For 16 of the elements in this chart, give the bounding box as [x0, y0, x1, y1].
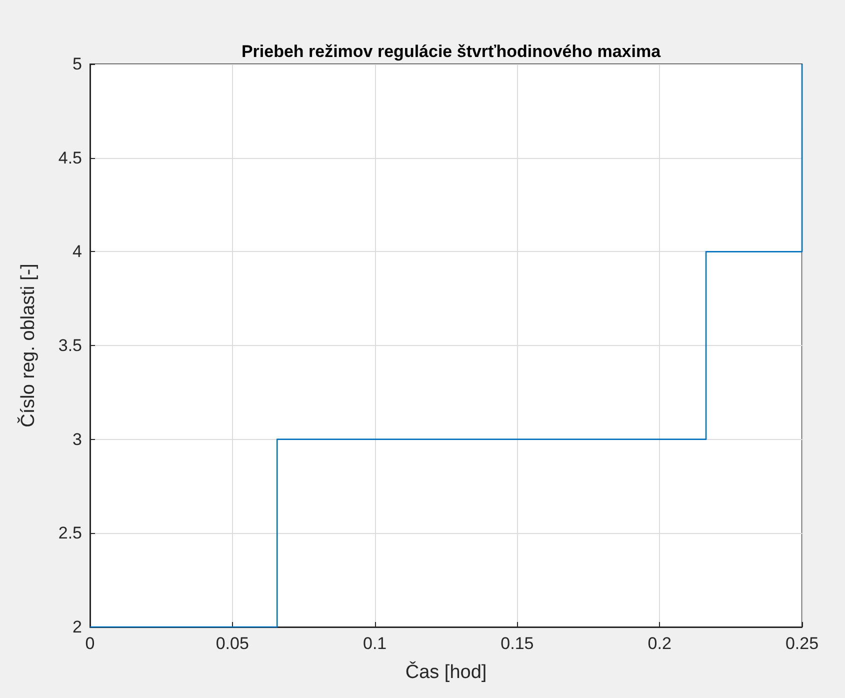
y-tick-label: 2.5	[58, 524, 82, 543]
chart-title: Priebeh režimov regulácie štvrťhodinového maxima	[241, 42, 662, 61]
y-tick-label: 4	[72, 242, 82, 262]
y-tick-label: 2	[72, 618, 82, 636]
y-tick-label: 4.5	[58, 148, 82, 168]
x-tick-label: 0.05	[216, 634, 249, 653]
y-tick-label: 3	[72, 430, 82, 449]
y-tick-label: 5	[72, 54, 82, 74]
x-tick-label: 0.1	[362, 634, 387, 653]
x-tick-label: 0	[85, 634, 95, 653]
x-tick-label: 0.25	[785, 634, 819, 653]
y-axis-title: Číslo reg. oblasti [-]	[17, 264, 39, 428]
x-tick-label: 0.2	[648, 634, 672, 653]
x-axis-title: Čas [hod]	[405, 661, 487, 683]
x-tick-label: 0.15	[500, 634, 534, 653]
y-tick-label: 3.5	[58, 336, 82, 355]
